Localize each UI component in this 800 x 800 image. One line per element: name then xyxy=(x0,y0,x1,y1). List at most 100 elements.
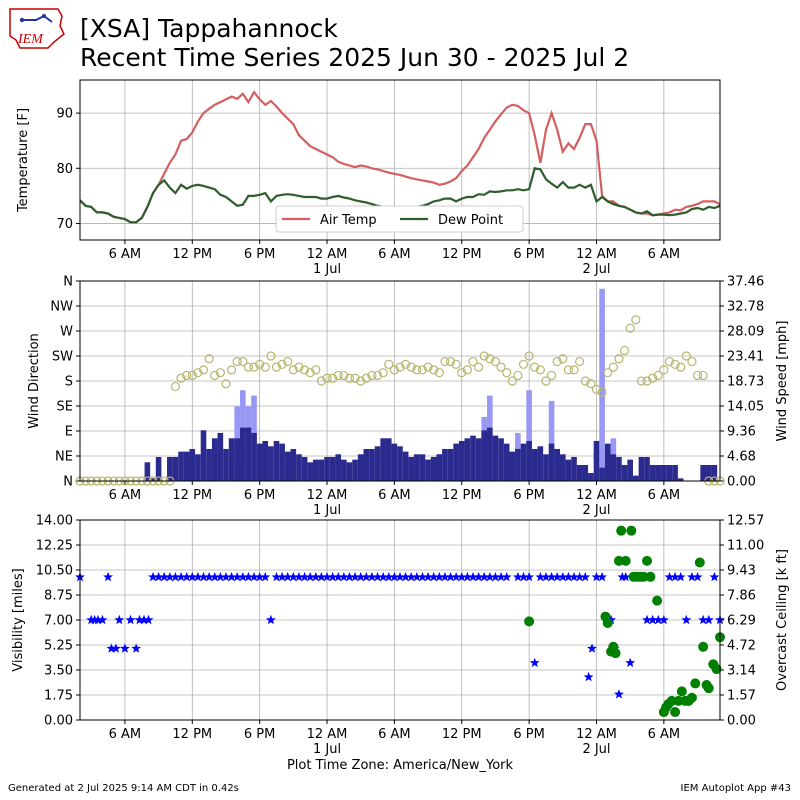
speed-bar xyxy=(526,440,532,481)
direction-point xyxy=(395,362,405,372)
visibility-point xyxy=(574,571,585,582)
speed-bar xyxy=(464,438,471,481)
x-tick-label: 6 AM xyxy=(378,727,411,742)
direction-point xyxy=(636,376,647,386)
x-axis-label: Plot Time Zone: America/New_York xyxy=(287,758,514,773)
speed-bar xyxy=(397,446,403,481)
direction-point xyxy=(412,365,422,375)
visibility-point xyxy=(406,571,417,582)
visibility-point xyxy=(237,571,248,582)
ceiling-point xyxy=(711,664,722,675)
direction-point xyxy=(648,373,658,383)
speed-bar xyxy=(711,464,718,481)
axes-frame xyxy=(79,79,721,241)
speed-bar xyxy=(178,451,184,481)
visibility-point xyxy=(271,571,282,582)
direction-point xyxy=(524,351,534,361)
speed-bar xyxy=(172,456,179,481)
x-tick-label: 12 PM xyxy=(172,727,212,742)
y-right-tick-label: 37.46 xyxy=(727,275,764,290)
speed-bar xyxy=(638,456,645,481)
speed-bar xyxy=(341,459,347,481)
direction-point xyxy=(384,359,394,369)
speed-bar xyxy=(419,454,426,481)
direction-point xyxy=(502,368,512,378)
speed-bar xyxy=(217,432,224,481)
visibility-point xyxy=(111,643,121,653)
speed-bar xyxy=(509,451,516,481)
speed-bar xyxy=(604,443,611,481)
speed-bar xyxy=(240,427,246,481)
speed-bar xyxy=(380,438,386,481)
visibility-point xyxy=(114,614,125,625)
y-axis-label: Wind Direction xyxy=(27,333,42,429)
visibility-point xyxy=(569,571,579,582)
ceiling-point xyxy=(642,555,653,566)
x-date-label: 1 Jul xyxy=(313,503,341,518)
direction-point xyxy=(322,373,332,383)
visibility-point xyxy=(496,571,506,582)
speed-bar xyxy=(262,440,269,481)
visibility-point xyxy=(97,614,108,625)
y-right-tick-label: 7.86 xyxy=(727,589,756,604)
direction-point xyxy=(429,365,439,375)
direction-point xyxy=(305,368,315,378)
direction-point xyxy=(232,356,242,367)
visibility-point xyxy=(106,643,117,653)
y-axis-label: Visibility [miles] xyxy=(11,568,26,671)
speed-bar xyxy=(155,456,162,481)
visibility-point xyxy=(338,571,349,582)
visibility-point xyxy=(620,571,631,582)
iem-logo: IEM xyxy=(9,8,65,49)
visibility-point xyxy=(524,571,535,582)
x-tick-label: 12 PM xyxy=(442,727,482,742)
speed-bar xyxy=(335,454,342,481)
speed-bar xyxy=(144,462,151,481)
y-right-tick-label: 14.05 xyxy=(727,400,764,415)
direction-point xyxy=(204,354,214,364)
y-tick-label: 14.00 xyxy=(36,514,73,529)
visibility-point xyxy=(456,571,467,582)
y-tick-label: S xyxy=(65,375,73,390)
direction-point xyxy=(451,359,461,369)
speed-bar xyxy=(475,438,482,481)
x-date-label: 1 Jul xyxy=(313,742,341,757)
speed-bar xyxy=(447,448,454,481)
direction-point xyxy=(692,370,703,381)
y-tick-label: SE xyxy=(57,400,73,415)
direction-point xyxy=(642,376,652,386)
y-tick-label: W xyxy=(60,325,73,340)
visibility-point xyxy=(484,571,495,582)
visibility-point xyxy=(192,571,203,582)
speed-bar xyxy=(705,464,712,481)
speed-bar xyxy=(425,459,431,481)
visibility-point xyxy=(468,571,478,582)
speed-bar xyxy=(391,443,398,481)
speed-bar xyxy=(290,448,297,481)
direction-point xyxy=(215,368,225,378)
ceiling-point xyxy=(670,707,681,718)
visibility-point xyxy=(587,643,597,653)
gust-bar xyxy=(599,288,605,481)
speed-bar xyxy=(318,459,325,481)
ceiling-point xyxy=(676,686,687,697)
direction-point xyxy=(473,362,484,372)
visibility-point xyxy=(125,614,136,625)
speed-bar xyxy=(329,456,336,481)
speed-bar xyxy=(234,438,240,481)
direction-point xyxy=(277,359,287,369)
speed-bar xyxy=(312,459,319,481)
visibility-point xyxy=(529,657,540,668)
x-tick-label: 6 AM xyxy=(109,247,142,262)
direction-point xyxy=(406,362,416,372)
visibility-point xyxy=(692,571,703,582)
visibility-point xyxy=(400,571,411,582)
direction-point xyxy=(625,323,635,333)
speed-bar xyxy=(279,443,285,481)
x-tick-label: 12 AM xyxy=(576,247,617,262)
direction-point xyxy=(518,359,529,369)
visibility-point xyxy=(411,571,422,582)
speed-bar xyxy=(189,448,196,481)
direction-point xyxy=(339,370,349,381)
